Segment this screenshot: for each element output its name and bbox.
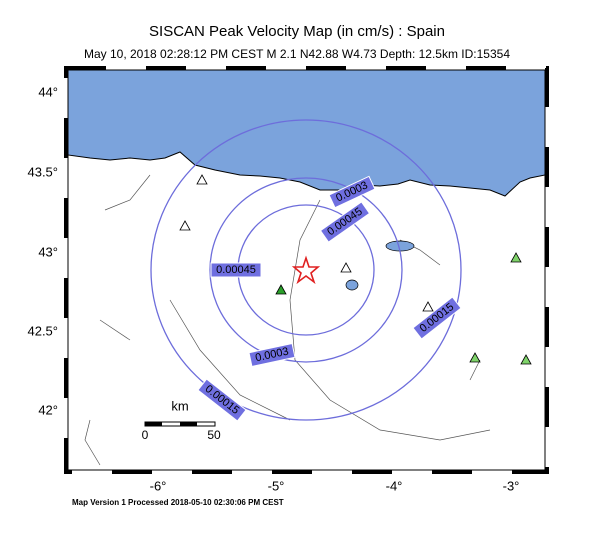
scale-start: 0 — [142, 428, 149, 442]
footer: Map Version 1 Processed 2018-05-10 02:30… — [72, 498, 284, 507]
lat-ticks: 44° 43.5° 43° 42.5° 42° — [27, 84, 58, 417]
lon-tick-label: -6° — [150, 478, 167, 493]
scale-unit: km — [171, 398, 188, 413]
epicenter — [291, 255, 321, 285]
lon-tick-label: -4° — [386, 478, 403, 493]
subtitle: May 10, 2018 02:28:12 PM CEST M 2.1 N42.… — [84, 47, 510, 61]
scale-bar: km 0 50 — [142, 398, 221, 442]
lat-tick-label: 44° — [38, 84, 58, 99]
lat-tick-label: 43.5° — [27, 164, 58, 179]
scale-end: 50 — [207, 428, 221, 442]
lat-tick-label: 42° — [38, 402, 58, 417]
lon-ticks: -6° -5° -4° -3° — [150, 478, 520, 493]
lon-tick-label: -3° — [503, 478, 520, 493]
title: SISCAN Peak Velocity Map (in cm/s) : Spa… — [149, 23, 445, 40]
frame-border — [64, 66, 549, 474]
contour-label: 0.00045 — [216, 264, 256, 276]
stations — [179, 174, 532, 365]
lon-tick-label: -5° — [268, 478, 285, 493]
map-area: 0.0003 0.00045 0.00045 0.0003 0.00015 0.… — [64, 66, 549, 474]
lakes — [345, 240, 415, 291]
sea — [67, 69, 546, 197]
contours — [150, 119, 462, 421]
lat-tick-label: 43° — [38, 244, 58, 259]
lat-tick-label: 42.5° — [27, 323, 58, 338]
